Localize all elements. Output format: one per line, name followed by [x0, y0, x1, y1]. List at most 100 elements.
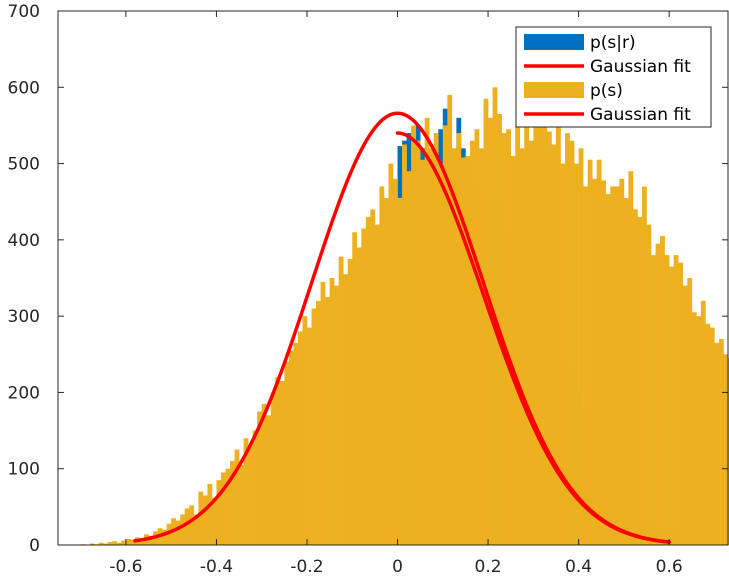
p-s-bar-133 [682, 285, 688, 545]
legend-label-3: Gaussian fit [590, 105, 691, 125]
p-s-bar-67 [383, 197, 389, 545]
p-s-bar-83 [456, 133, 462, 545]
p-s-bar-81 [447, 94, 453, 545]
p-s-bar-9 [121, 540, 127, 545]
p-s-bar-73 [411, 125, 416, 546]
p-s-bar-102 [542, 117, 548, 546]
p-s-bar-31 [220, 472, 226, 545]
p-s-bar-8 [116, 542, 122, 545]
p-s-bar-65 [374, 224, 380, 545]
p-s-bar-27 [202, 495, 208, 545]
p-s-bar-63 [365, 216, 371, 545]
p-s-bar-68 [388, 163, 394, 545]
p-s-bar-109 [574, 163, 579, 545]
p-s-bar-120 [623, 197, 629, 545]
p-s-bar-98 [524, 102, 530, 545]
p-s-bar-37 [248, 445, 253, 545]
y-tick-label: 600 [8, 78, 40, 98]
p-s-bar-138 [705, 323, 711, 545]
p-s-bar-122 [632, 209, 638, 545]
p-s-bar-129 [664, 255, 670, 546]
p-s-bar-87 [474, 129, 480, 546]
p-s-bar-140 [714, 342, 720, 545]
p-s-bar-141 [718, 339, 724, 545]
p-s-bar-119 [619, 178, 625, 545]
p-s-bar-42 [270, 392, 276, 545]
y-axis: 0 100 200 300 400 500 600 700 [8, 2, 728, 556]
p-s-bar-61 [356, 247, 362, 546]
p-s-bar-2 [89, 543, 95, 545]
p-s-bar-47 [293, 342, 299, 545]
p-s-bar-43 [275, 377, 281, 545]
x-axis: -0.6 -0.4 -0.2 0 0.2 0.4 0.6 [109, 11, 683, 576]
p-s-bar-125 [646, 224, 652, 545]
p-s-bar-51 [311, 308, 317, 545]
x-tick-label: 0 [392, 557, 403, 576]
p-s-bar-74 [415, 140, 421, 545]
p-s-bar-139 [709, 327, 715, 545]
p-s-bar-103 [546, 131, 552, 545]
p-s-bar-50 [306, 327, 312, 545]
p-s-bar-7 [112, 541, 118, 545]
y-tick-label: 200 [8, 383, 40, 403]
p-s-bar-4 [98, 542, 104, 545]
p-s-bar-26 [198, 491, 204, 545]
p-s-bar-69 [393, 178, 398, 545]
p-s-bar-95 [510, 155, 516, 545]
p-s-bar-30 [216, 480, 222, 545]
p-s-bar-128 [660, 236, 665, 546]
p-s-bar-32 [225, 468, 231, 545]
p-s-bar-29 [211, 497, 217, 545]
x-tick-label: 0.4 [565, 557, 592, 576]
p-s-bar-38 [252, 430, 258, 545]
p-s-bar-132 [678, 262, 684, 545]
p-s-bar-104 [551, 144, 557, 545]
p-s-bar-101 [537, 87, 543, 545]
p-s-bar-110 [578, 148, 584, 545]
legend-label-1: Gaussian fit [590, 57, 691, 77]
p-s-bar-106 [560, 163, 566, 545]
p-s-bar-85 [465, 155, 471, 545]
p-s-bar-135 [691, 312, 697, 545]
p-s-bar-34 [234, 449, 240, 545]
x-tick-label: 0.2 [475, 557, 502, 576]
p-s-bar-15 [148, 535, 154, 545]
p-s-bar-124 [641, 186, 647, 545]
p-s-bar-39 [257, 411, 263, 545]
x-tick-label: 0.6 [656, 557, 683, 576]
p-s-bar-21 [175, 520, 181, 545]
p-s-bar-82 [451, 148, 457, 545]
p-s-bar-80 [442, 125, 448, 546]
p-s-bar-36 [243, 438, 249, 545]
p-s-bar-121 [628, 171, 634, 545]
p-s-bar-115 [601, 180, 607, 545]
p-s-bar-107 [565, 133, 570, 545]
p-s-bar-35 [239, 464, 244, 545]
p-s-bar-99 [528, 140, 534, 545]
legend-label-2: p(s) [590, 81, 623, 101]
p-s-bar-84 [460, 157, 466, 545]
p-s-bar-108 [569, 140, 575, 545]
y-tick-label: 300 [8, 307, 40, 327]
x-tick-label: -0.6 [109, 557, 142, 576]
plot-frame [57, 10, 729, 546]
p-s-bar-49 [302, 316, 308, 545]
legend-label-0: p(s|r) [590, 33, 636, 53]
p-s-bar-114 [596, 159, 602, 545]
p-s-bar-62 [361, 228, 367, 545]
p-s-bar-64 [370, 209, 376, 545]
p-s-bar-24 [189, 505, 195, 545]
p-s-bar-116 [605, 194, 611, 545]
p-s-bar-137 [700, 300, 706, 545]
gaussian-fit-curves [133, 111, 671, 544]
p-s-bar-25 [193, 514, 199, 545]
p-s-bar-71 [402, 144, 407, 545]
p-s-bar-89 [483, 98, 489, 545]
p-s-bar-79 [438, 163, 444, 545]
p-s-bar-41 [266, 415, 272, 545]
p-s-bar-55 [329, 278, 335, 545]
p-s-bar-118 [614, 186, 620, 545]
p-s-bar-97 [519, 148, 525, 545]
p-s-bar-76 [424, 117, 430, 546]
